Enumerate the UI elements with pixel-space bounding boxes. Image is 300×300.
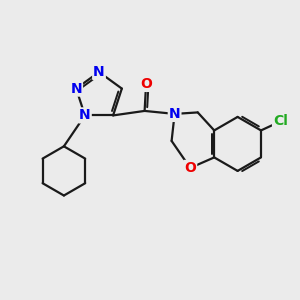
Text: N: N <box>169 107 180 121</box>
Text: N: N <box>70 82 82 96</box>
Text: Cl: Cl <box>273 114 288 128</box>
Text: O: O <box>140 77 152 91</box>
Text: N: N <box>93 65 105 79</box>
Text: N: N <box>79 108 91 122</box>
Text: O: O <box>184 161 196 175</box>
